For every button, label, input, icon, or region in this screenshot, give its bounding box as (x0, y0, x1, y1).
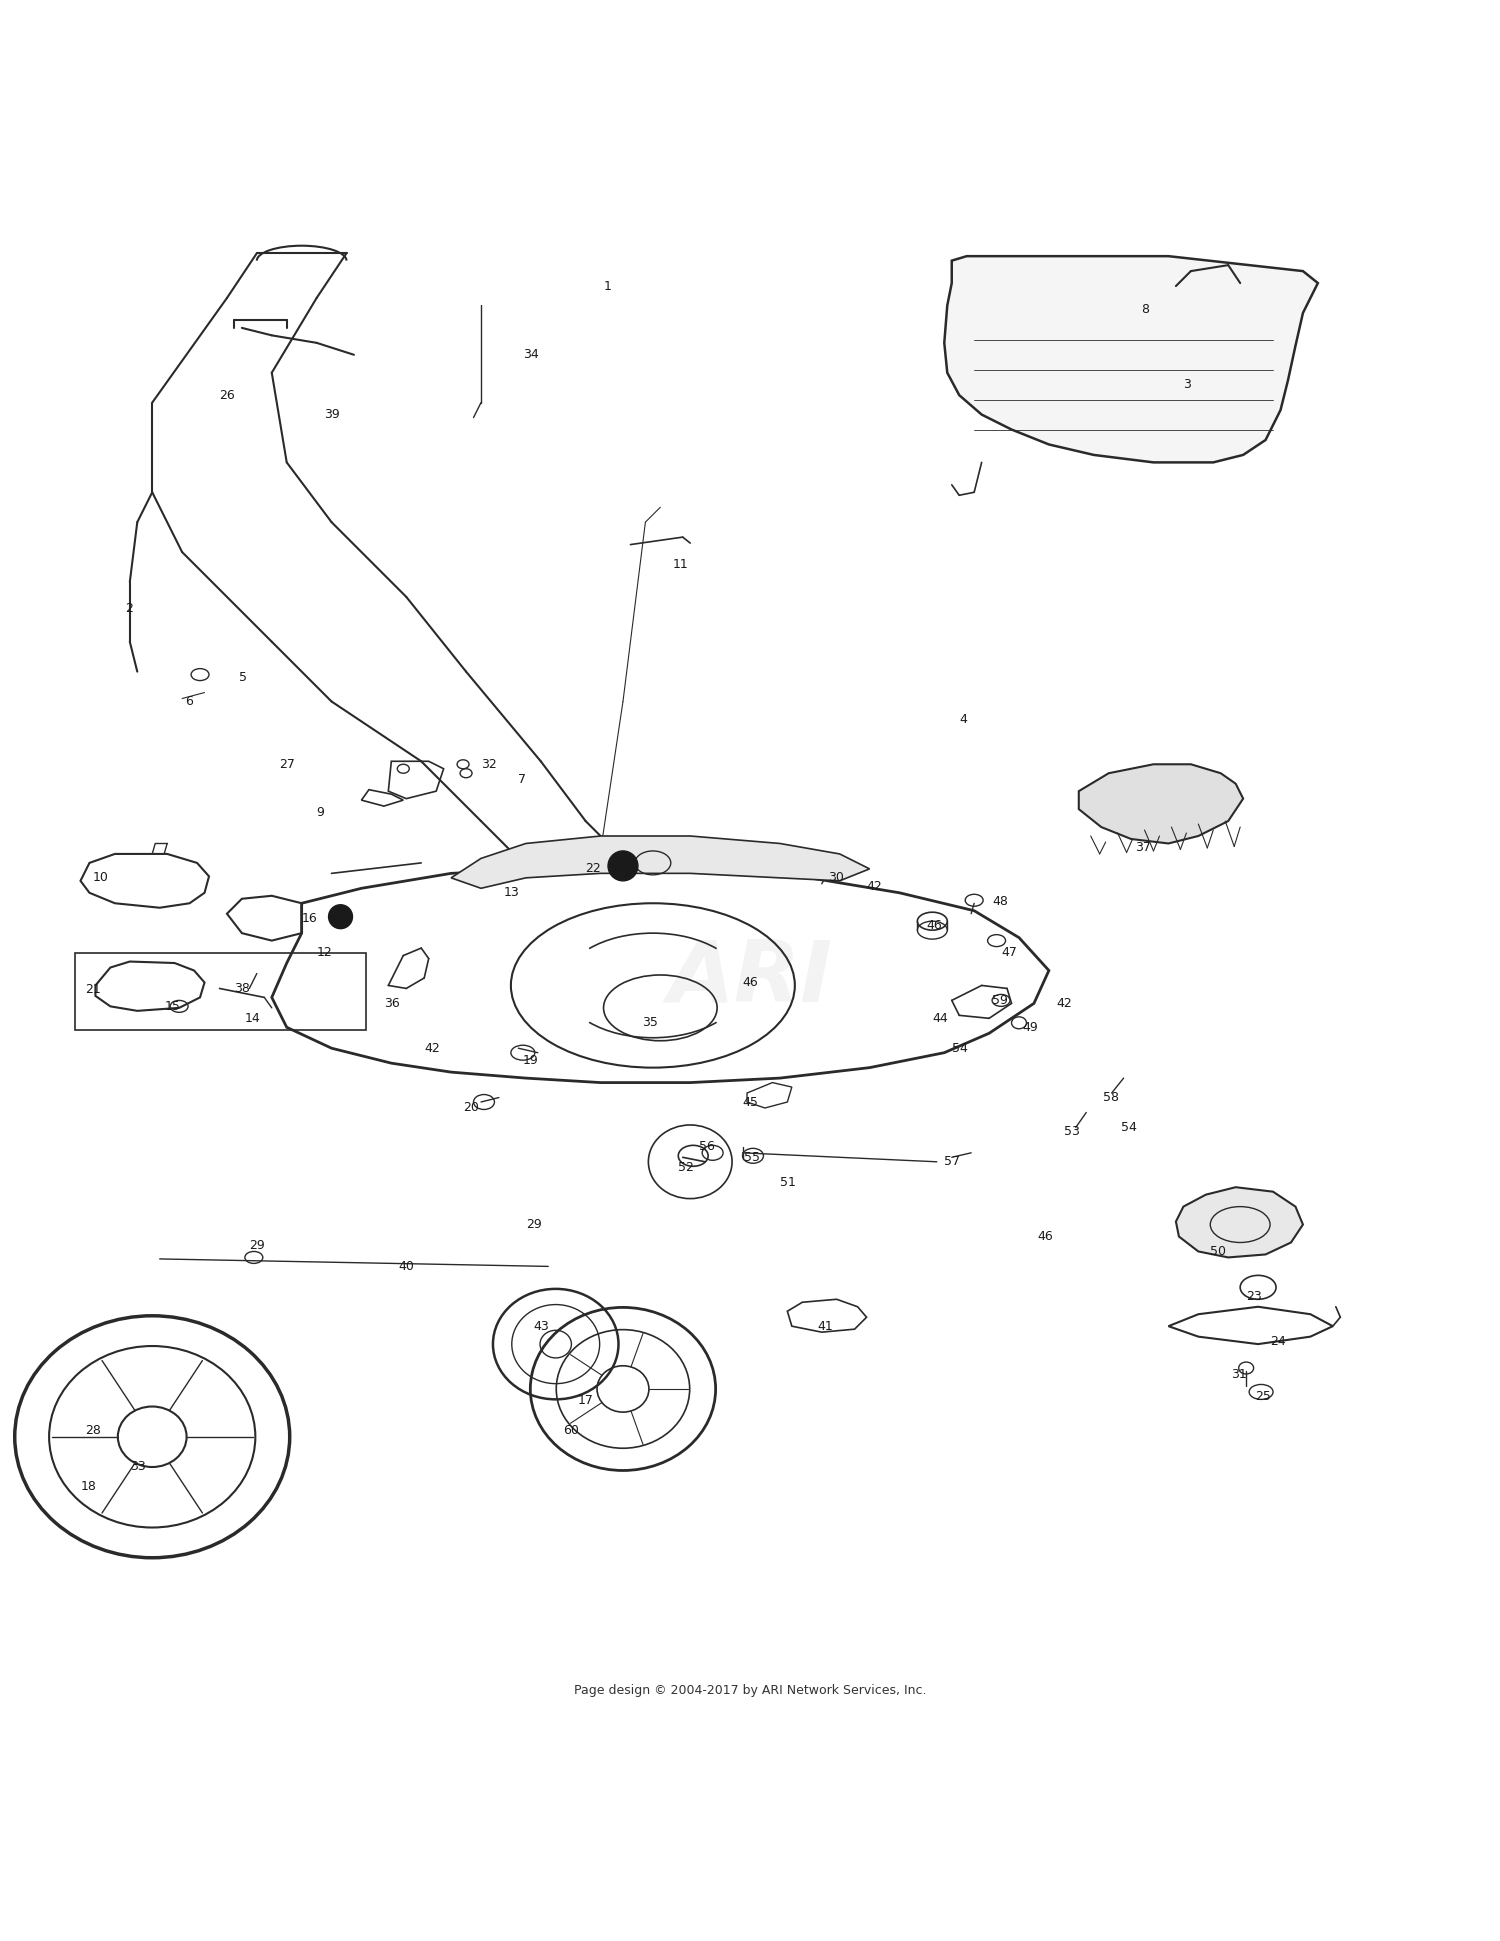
Text: 40: 40 (399, 1260, 414, 1273)
Text: 23: 23 (1246, 1289, 1262, 1302)
Text: 16: 16 (302, 912, 318, 924)
Text: 35: 35 (642, 1017, 658, 1029)
Text: 32: 32 (482, 757, 496, 771)
Text: 43: 43 (534, 1320, 549, 1333)
Text: 25: 25 (1256, 1390, 1270, 1403)
Text: 42: 42 (1056, 998, 1072, 1009)
Text: 49: 49 (1022, 1021, 1038, 1035)
Text: 7: 7 (519, 773, 526, 786)
Text: 51: 51 (780, 1176, 796, 1190)
Text: 41: 41 (818, 1320, 833, 1333)
Text: 50: 50 (1210, 1244, 1227, 1258)
Polygon shape (452, 837, 870, 889)
Bar (75, 953, 366, 1031)
Text: 13: 13 (504, 887, 519, 899)
Text: 47: 47 (1000, 945, 1017, 959)
Text: 54: 54 (951, 1042, 968, 1054)
Text: 1: 1 (603, 280, 612, 293)
Text: 37: 37 (1136, 842, 1152, 854)
Text: 15: 15 (164, 1000, 180, 1013)
Text: 33: 33 (130, 1460, 146, 1473)
Polygon shape (1176, 1188, 1304, 1258)
Text: 5: 5 (238, 672, 248, 683)
Text: 27: 27 (279, 757, 296, 771)
Text: 9: 9 (316, 806, 324, 819)
Text: 54: 54 (1120, 1120, 1137, 1134)
Text: 46: 46 (742, 976, 759, 990)
Text: 29: 29 (249, 1238, 266, 1252)
Text: 11: 11 (672, 557, 688, 571)
Text: 12: 12 (316, 945, 333, 959)
Text: 46: 46 (1036, 1231, 1053, 1242)
Text: 17: 17 (578, 1394, 594, 1407)
Text: 19: 19 (524, 1054, 538, 1068)
Text: 46: 46 (927, 920, 942, 932)
Text: 14: 14 (244, 1011, 261, 1025)
Text: 45: 45 (742, 1095, 759, 1108)
Text: 30: 30 (828, 872, 843, 885)
Text: 44: 44 (933, 1011, 948, 1025)
Text: 42: 42 (424, 1042, 439, 1054)
Text: 58: 58 (1102, 1091, 1119, 1104)
Text: 39: 39 (324, 408, 340, 421)
Text: 31: 31 (1232, 1368, 1246, 1380)
Text: 42: 42 (867, 881, 882, 893)
Text: 38: 38 (234, 982, 250, 996)
Text: 6: 6 (184, 695, 194, 708)
Text: 60: 60 (562, 1425, 579, 1436)
Text: 48: 48 (992, 895, 1008, 908)
Text: 18: 18 (81, 1479, 96, 1493)
Text: 24: 24 (1270, 1335, 1286, 1347)
Polygon shape (945, 256, 1318, 462)
Circle shape (328, 905, 352, 928)
Text: 4: 4 (958, 712, 968, 726)
Text: 28: 28 (86, 1425, 100, 1436)
Polygon shape (1078, 765, 1244, 844)
Text: 3: 3 (1184, 378, 1191, 392)
Text: 53: 53 (1064, 1126, 1080, 1139)
Text: 55: 55 (744, 1151, 760, 1165)
Text: 2: 2 (126, 602, 134, 615)
Text: 8: 8 (1142, 303, 1149, 316)
Text: 56: 56 (699, 1141, 715, 1153)
Text: 52: 52 (678, 1161, 694, 1174)
Text: 34: 34 (524, 347, 538, 361)
Text: 22: 22 (585, 862, 602, 875)
Text: 36: 36 (384, 998, 399, 1009)
Text: 26: 26 (219, 388, 236, 402)
Text: 59: 59 (992, 994, 1008, 1007)
Text: 21: 21 (86, 984, 100, 996)
Text: ARI: ARI (668, 936, 832, 1019)
Text: 57: 57 (945, 1155, 960, 1168)
Text: 10: 10 (93, 872, 108, 885)
Text: 29: 29 (526, 1219, 542, 1231)
Circle shape (608, 850, 638, 881)
Text: Page design © 2004-2017 by ARI Network Services, Inc.: Page design © 2004-2017 by ARI Network S… (573, 1685, 926, 1696)
Text: 20: 20 (464, 1101, 478, 1114)
